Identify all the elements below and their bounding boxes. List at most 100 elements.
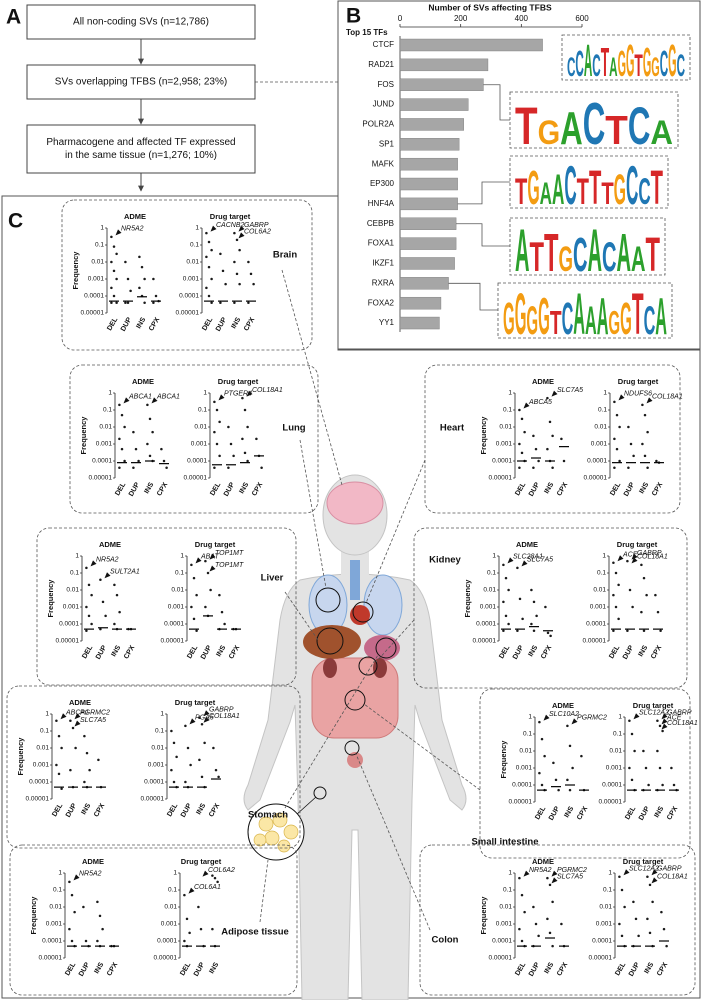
data-point bbox=[613, 400, 616, 404]
data-point bbox=[143, 277, 146, 281]
data-point bbox=[647, 783, 650, 787]
gene-arrow bbox=[246, 390, 253, 397]
data-point bbox=[523, 910, 526, 914]
connector bbox=[375, 619, 415, 663]
motif-letter: G bbox=[538, 114, 561, 152]
y-tick-label: 0.0001 bbox=[92, 458, 112, 465]
gene-label: SLC28A1 bbox=[513, 554, 543, 561]
tissue-name: Liver bbox=[261, 573, 284, 584]
bar bbox=[399, 177, 458, 191]
x-tick-label: CPX bbox=[556, 961, 569, 977]
y-tick-label: 0.1 bbox=[503, 887, 512, 894]
connector bbox=[363, 703, 481, 791]
data-point bbox=[532, 434, 535, 438]
data-point bbox=[206, 571, 210, 575]
data-point bbox=[223, 622, 226, 626]
y-axis-label: Frequency bbox=[479, 416, 488, 455]
data-point bbox=[195, 629, 198, 633]
y-tick-label: 0.00001 bbox=[489, 475, 513, 482]
data-point bbox=[247, 301, 250, 305]
data-point bbox=[219, 301, 222, 305]
data-point bbox=[229, 442, 233, 446]
data-point bbox=[532, 600, 536, 604]
data-point bbox=[146, 442, 149, 446]
data-point bbox=[184, 724, 187, 728]
motif-letter: C bbox=[573, 229, 588, 282]
gene-label: COL18A1 bbox=[652, 394, 683, 401]
x-tick-label: CPX bbox=[651, 481, 664, 497]
motif-letter: G bbox=[614, 166, 626, 214]
gene-label: ABCA1 bbox=[156, 394, 180, 401]
y-tick-label: 0.00001 bbox=[184, 475, 208, 482]
y-tick-label: 1 bbox=[602, 553, 606, 560]
data-point bbox=[210, 277, 213, 281]
motif-letter: A bbox=[515, 216, 530, 284]
panel-box bbox=[36, 527, 297, 686]
heart bbox=[350, 605, 370, 625]
data-point bbox=[617, 617, 620, 621]
data-point bbox=[112, 245, 116, 248]
gene-arrow bbox=[90, 560, 97, 567]
y-tick-label: 0.0001 bbox=[179, 293, 199, 300]
y-tick-label: 0.001 bbox=[480, 604, 497, 611]
data-point bbox=[643, 454, 647, 458]
data-point bbox=[560, 922, 563, 926]
y-axis-label: Frequency bbox=[29, 896, 38, 935]
y-tick-label: 0.00001 bbox=[584, 475, 608, 482]
x-tick-label: INS bbox=[143, 481, 155, 495]
sample-site bbox=[344, 689, 366, 711]
x-tick-label: CPX bbox=[106, 961, 119, 977]
data-point bbox=[220, 610, 224, 614]
y-tick-label: 0.001 bbox=[590, 604, 607, 611]
data-point bbox=[60, 746, 63, 750]
data-point bbox=[219, 252, 222, 256]
data-point bbox=[90, 593, 93, 597]
data-point bbox=[507, 622, 510, 626]
motif-letter: G bbox=[618, 43, 626, 84]
category-label: RXRA bbox=[372, 278, 395, 287]
tissue-panel: Adipose tissue Frequency ADME 1 0.1 0.01 0.001… bbox=[9, 844, 298, 996]
y-axis-label: Frequency bbox=[71, 251, 80, 290]
y-tick-label: 0.001 bbox=[88, 276, 105, 283]
y-tick-label: 1 bbox=[45, 711, 49, 718]
y-tick-label: 0.01 bbox=[609, 748, 622, 755]
x-tick-label: DUP bbox=[120, 316, 134, 333]
gene-label: GABRP bbox=[244, 222, 269, 229]
gene-label: SLC10A2 bbox=[549, 711, 579, 718]
data-point bbox=[502, 629, 505, 633]
data-point bbox=[504, 576, 508, 580]
motif-letter: G bbox=[526, 299, 538, 343]
x-tick-label: DUP bbox=[180, 802, 194, 819]
x-tick-label: DEL bbox=[609, 481, 622, 497]
data-point bbox=[207, 294, 211, 298]
x-tick-label: DUP bbox=[193, 961, 207, 978]
data-point bbox=[134, 447, 138, 451]
gene-arrow bbox=[646, 397, 653, 404]
data-point bbox=[241, 437, 244, 441]
motif-letter: A bbox=[650, 114, 673, 152]
x-tick-label: 600 bbox=[575, 14, 589, 23]
data-point bbox=[645, 593, 648, 597]
data-point bbox=[618, 425, 621, 429]
flow-text: in the same tissue (n=1,276; 10%) bbox=[65, 150, 217, 161]
tissue-panel: Lung Frequency ADME 1 0.1 0.01 0.001 0.0001 0.00… bbox=[69, 364, 319, 514]
category-label: FOXA1 bbox=[368, 239, 395, 248]
data-point bbox=[532, 905, 535, 909]
data-point bbox=[99, 578, 102, 582]
data-point bbox=[520, 451, 524, 455]
flow-text: Pharmacogene and affected TF expressed bbox=[46, 137, 235, 148]
x-tick-label: DEL bbox=[81, 644, 94, 660]
panel-box bbox=[413, 527, 688, 689]
gene-arrow bbox=[238, 232, 245, 239]
gene-arrow bbox=[151, 397, 158, 404]
data-point bbox=[217, 775, 220, 779]
x-tick-label: DUP bbox=[528, 481, 542, 498]
bar bbox=[399, 316, 440, 330]
gene-arrow bbox=[661, 713, 668, 720]
data-point bbox=[198, 716, 201, 720]
data-point bbox=[659, 629, 662, 633]
x-tick-label: DUP bbox=[622, 644, 636, 661]
gene-label: ABAT bbox=[200, 554, 219, 561]
gene-label: PTGER4 bbox=[224, 391, 252, 398]
x-tick-label: CPX bbox=[156, 481, 169, 497]
